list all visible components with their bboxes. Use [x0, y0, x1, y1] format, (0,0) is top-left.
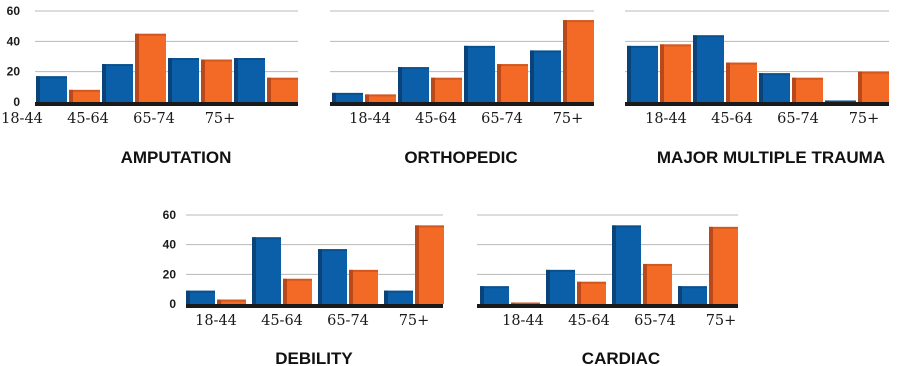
bar-series-a [398, 67, 429, 102]
bar-series-a [36, 76, 67, 102]
x-tick-label: 75+ [553, 111, 584, 127]
x-axis-baseline [477, 304, 738, 308]
chart-0: 0 20 40 60 18-44 45-64 65-74 75+ AMPUTATION [1, 4, 298, 167]
x-tick-label: 75+ [399, 313, 430, 329]
bar-series-a [693, 35, 724, 103]
bar-series-b [792, 77, 823, 102]
bar-series-a [530, 50, 561, 102]
bar-series-a [759, 73, 790, 102]
y-tick-label: 60 [163, 208, 177, 222]
chart-1: 18-44 45-64 65-74 75+ ORTHOPEDIC [330, 10, 594, 167]
chart-2: 18-44 45-64 65-74 75+ MAJOR MULTIPLE TRAUMA [625, 10, 889, 167]
bar-series-b [709, 226, 738, 304]
chart-title: CARDIAC [582, 349, 660, 366]
y-tick-label: 0 [169, 297, 176, 311]
bar-series-b [511, 302, 540, 304]
bar-series-a [464, 45, 495, 102]
bar-series-a [384, 290, 413, 304]
chart-4: 18-44 45-64 65-74 75+ CARDIAC [477, 214, 738, 366]
bar-series-a [168, 58, 199, 102]
y-tick-label: 20 [7, 65, 21, 79]
x-tick-label: 65-74 [133, 111, 175, 127]
y-tick-label: 40 [7, 34, 21, 48]
bar-series-b [563, 20, 594, 103]
bar-series-b [643, 263, 672, 304]
x-tick-label: 45-64 [67, 111, 109, 127]
bar-series-b [497, 64, 528, 102]
bar-series-b [431, 77, 462, 102]
bar-series-a [546, 269, 575, 304]
bar-series-b [267, 77, 298, 102]
bar-series-b [365, 94, 396, 102]
chart-title: AMPUTATION [121, 148, 232, 167]
x-tick-label: 18-44 [349, 111, 391, 127]
x-tick-label: 65-74 [634, 313, 676, 329]
bar-series-b [201, 59, 232, 102]
x-axis-baseline [330, 102, 594, 106]
x-tick-label: 18-44 [195, 313, 237, 329]
y-tick-label: 20 [163, 267, 177, 281]
x-tick-label: 45-64 [568, 313, 610, 329]
bar-series-a [480, 286, 509, 304]
bar-series-a [332, 92, 363, 102]
x-tick-label: 45-64 [415, 111, 457, 127]
x-axis-baseline [186, 304, 443, 308]
bar-series-a [252, 237, 281, 304]
bar-series-a [612, 225, 641, 304]
bar-series-b [726, 62, 757, 102]
x-tick-label: 18-44 [1, 111, 43, 127]
bar-series-b [217, 299, 246, 304]
x-tick-label: 18-44 [645, 111, 687, 127]
x-tick-label: 65-74 [481, 111, 523, 127]
bar-series-a [678, 286, 707, 304]
y-tick-label: 0 [13, 95, 20, 109]
x-tick-label: 65-74 [777, 111, 819, 127]
bar-series-a [825, 100, 856, 102]
bar-series-b [415, 225, 444, 304]
bar-series-a [102, 64, 133, 102]
bar-series-b [135, 33, 166, 102]
bar-series-b [858, 71, 889, 102]
bar-series-b [577, 281, 606, 304]
x-tick-label: 45-64 [261, 313, 303, 329]
chart-title: DEBILITY [275, 349, 353, 366]
x-tick-label: 75+ [706, 313, 737, 329]
bar-series-a [186, 290, 215, 304]
x-axis-baseline [625, 102, 889, 106]
x-tick-label: 45-64 [711, 111, 753, 127]
bar-series-b [283, 278, 312, 304]
x-tick-label: 65-74 [327, 313, 369, 329]
bar-series-a [627, 45, 658, 102]
x-axis-baseline [35, 102, 298, 106]
bar-series-a [234, 58, 265, 102]
chart-title: MAJOR MULTIPLE TRAUMA [657, 148, 885, 167]
bar-series-a [318, 249, 347, 304]
y-tick-label: 40 [163, 238, 177, 252]
x-tick-label: 18-44 [502, 313, 544, 329]
chart-title: ORTHOPEDIC [404, 148, 517, 167]
bar-series-b [69, 89, 100, 102]
x-tick-label: 75+ [849, 111, 880, 127]
bar-series-b [660, 44, 691, 102]
x-tick-label: 75+ [205, 111, 236, 127]
chart-3: 0 20 40 60 18-44 45-64 65-74 75+ DEBILITY [163, 208, 444, 366]
bar-series-b [349, 269, 378, 304]
y-tick-label: 60 [7, 4, 21, 18]
